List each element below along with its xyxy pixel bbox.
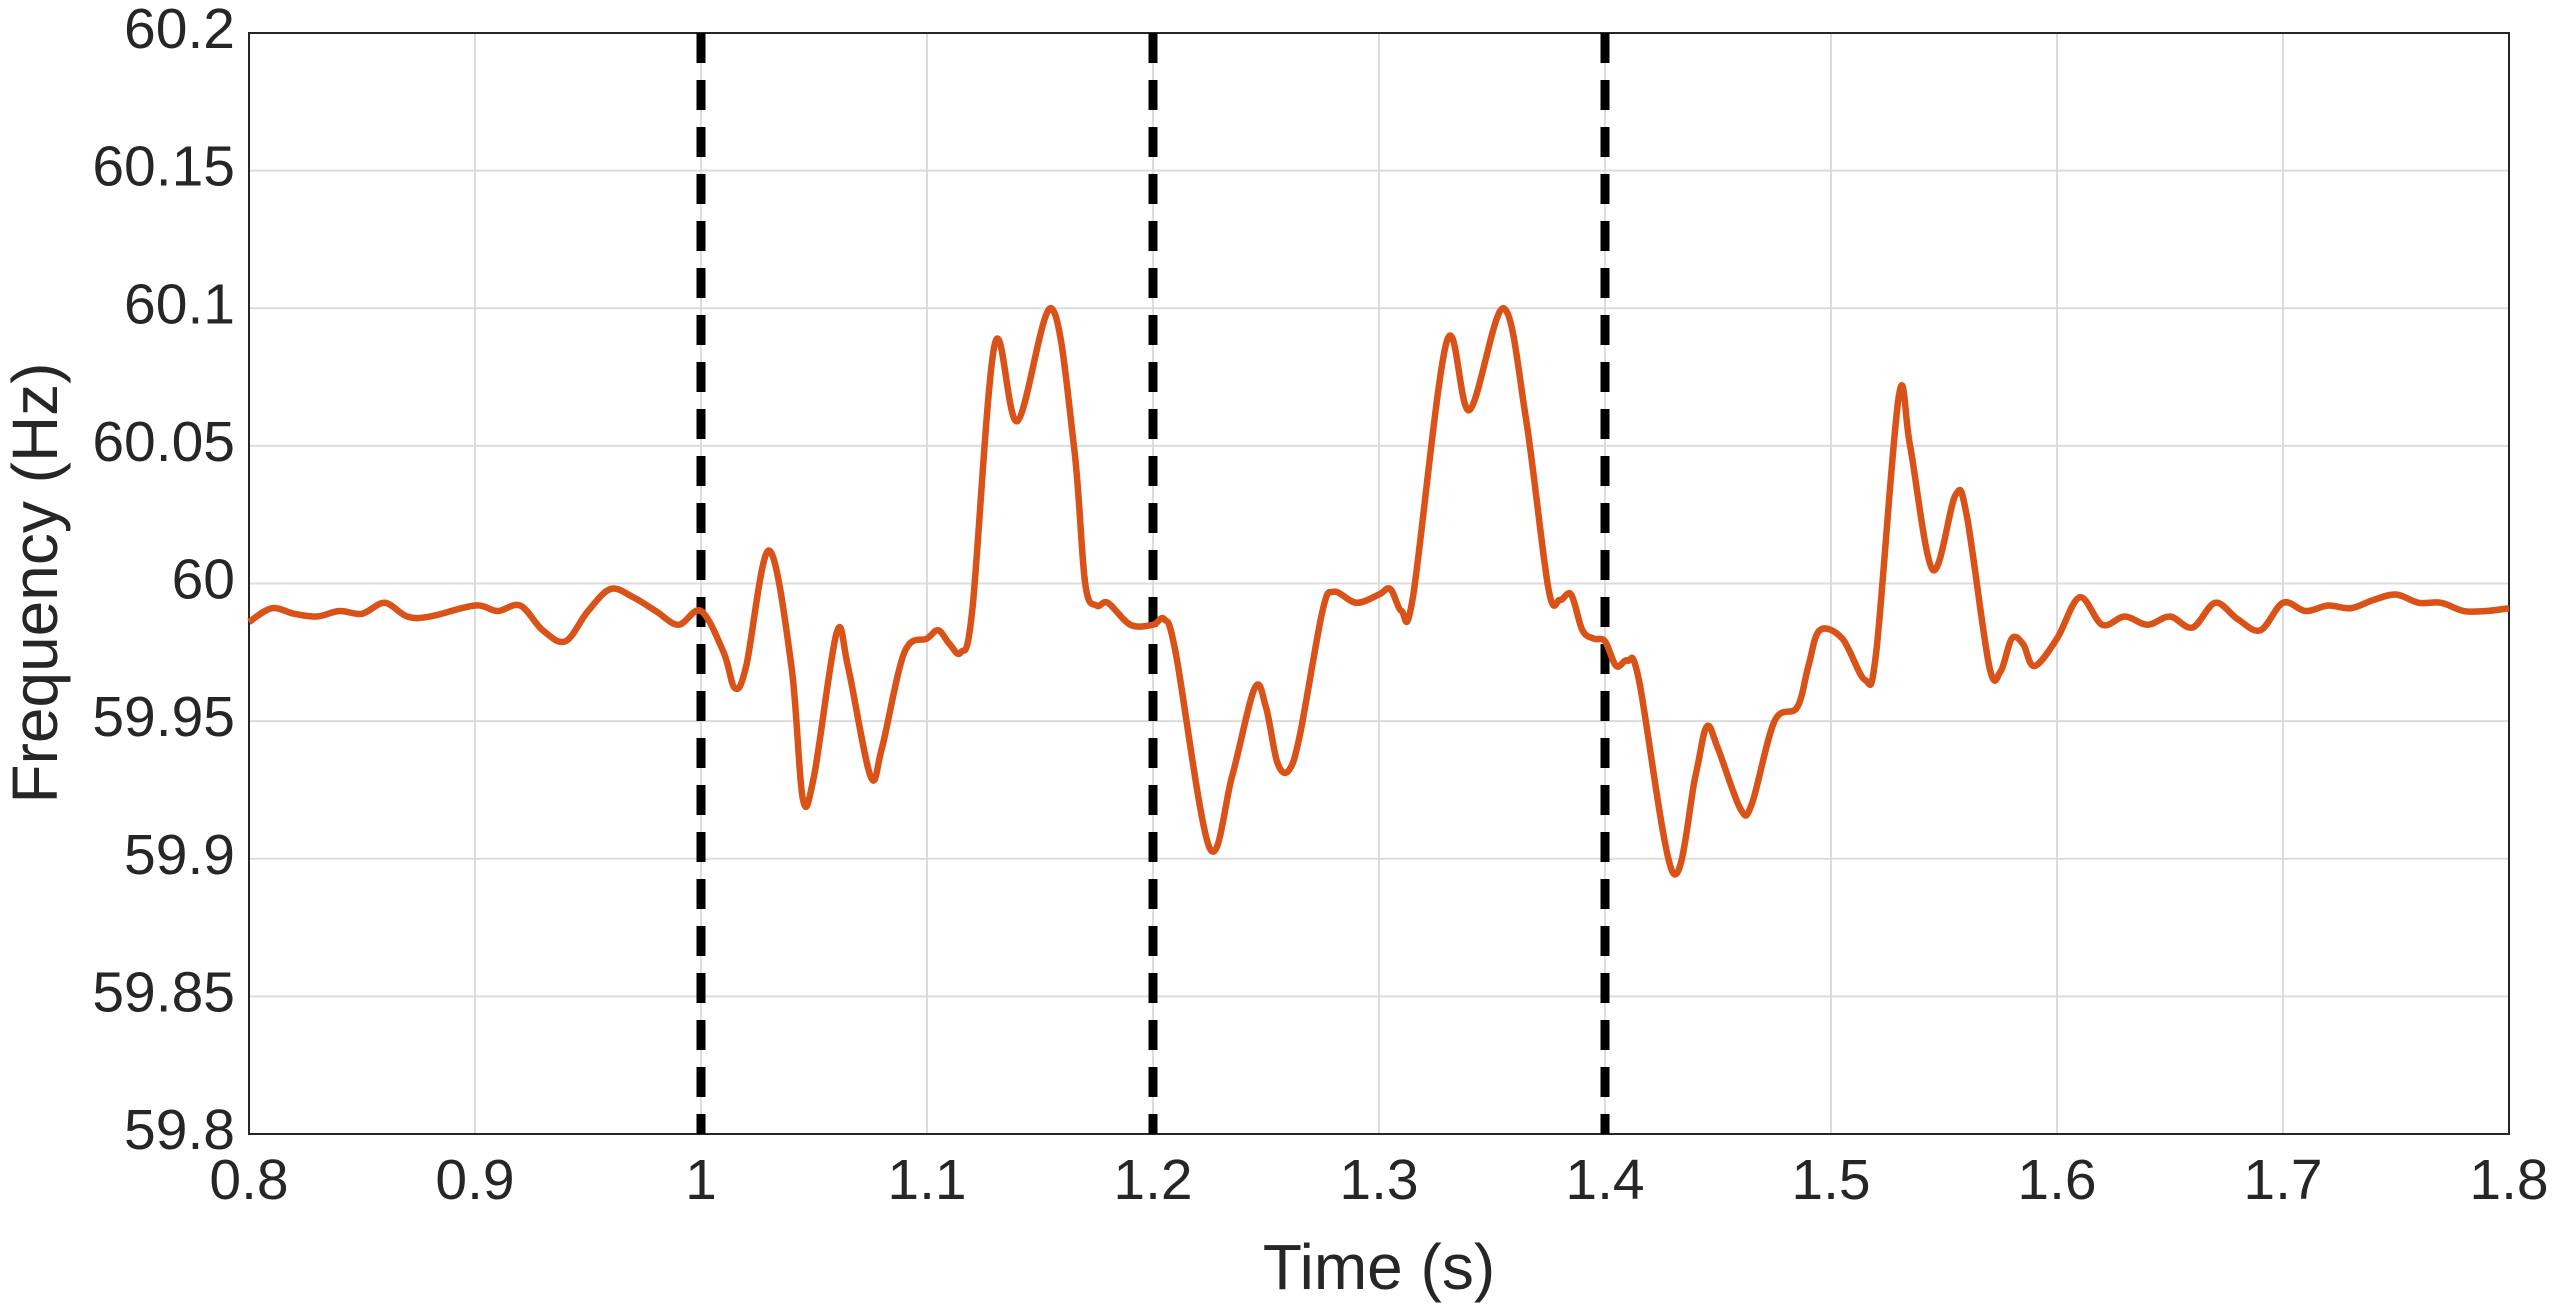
x-tick-label: 1.6 bbox=[2017, 1148, 2096, 1212]
y-axis-label: Frequency (Hz) bbox=[0, 363, 71, 804]
x-tick-label: 1 bbox=[685, 1148, 717, 1212]
x-tick-label: 1.1 bbox=[887, 1148, 966, 1212]
y-tick-label: 60.2 bbox=[124, 0, 235, 61]
y-tick-label: 60 bbox=[172, 548, 235, 612]
y-tick-label: 60.05 bbox=[92, 410, 235, 474]
x-tick-label: 0.8 bbox=[209, 1148, 288, 1212]
y-tick-label: 60.1 bbox=[124, 272, 235, 336]
y-tick-label: 59.95 bbox=[92, 685, 235, 749]
y-tick-label: 59.85 bbox=[92, 960, 235, 1024]
data-line bbox=[247, 304, 2510, 878]
x-tick-label: 1.3 bbox=[1339, 1148, 1418, 1212]
x-tick-label: 1.5 bbox=[1791, 1148, 1870, 1212]
y-tick-label: 59.9 bbox=[124, 823, 235, 887]
y-tick-label: 60.15 bbox=[92, 135, 235, 199]
x-tick-label: 1.2 bbox=[1113, 1148, 1192, 1212]
x-tick-label: 1.4 bbox=[1565, 1148, 1644, 1212]
x-tick-label: 0.9 bbox=[435, 1148, 514, 1212]
x-axis-label: Time (s) bbox=[1263, 1231, 1495, 1303]
y-tick-label: 59.8 bbox=[124, 1098, 235, 1162]
x-tick-label: 1.7 bbox=[2243, 1148, 2322, 1212]
x-tick-label: 1.8 bbox=[2469, 1148, 2548, 1212]
plot-frame bbox=[248, 32, 2510, 1135]
